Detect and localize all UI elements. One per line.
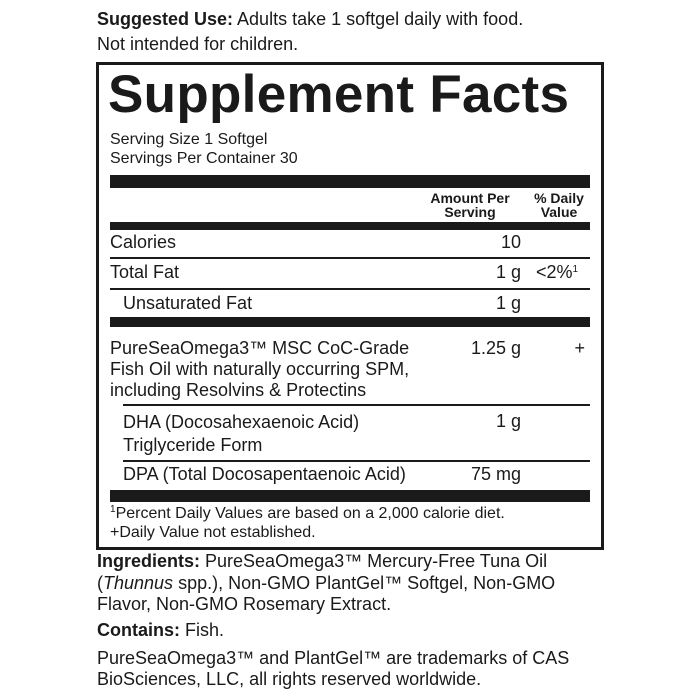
row-unsaturated-fat-label: Unsaturated Fat [123, 293, 253, 313]
thick-divider [110, 175, 590, 188]
row-dpa-amount: 75 mg [470, 464, 521, 484]
servings-per-container: Servings Per Container 30 [110, 150, 298, 167]
row-dha-amount: 1 g [495, 411, 521, 431]
suggested-use-label: Suggested Use: [97, 9, 234, 29]
medium-divider [110, 222, 590, 230]
ingredients-line2: (Thunnus spp.), Non-GMO PlantGel™ Softge… [97, 573, 556, 593]
trademark-line1: PureSeaOmega3™ and PlantGel™ are tradema… [97, 648, 570, 668]
trademark-line2: BioSciences, LLC, all rights reserved wo… [97, 669, 482, 689]
suggested-use: Suggested Use: Adults take 1 softgel dai… [97, 9, 523, 29]
suggested-use-text: Adults take 1 softgel daily with food. [233, 9, 524, 29]
row-total-fat-dv: <2%1 [536, 262, 579, 282]
divider [123, 460, 590, 462]
suggested-use-line2: Not intended for children. [97, 34, 299, 54]
divider [123, 404, 590, 406]
row-dha-label: DHA (Docosahexaenoic Acid) Triglyceride F… [123, 412, 360, 455]
contains: Contains: Fish. [97, 620, 225, 640]
row-dpa-label: DPA (Total Docosapentaenoic Acid) [123, 464, 406, 484]
row-calories-amount: 10 [500, 232, 521, 252]
ingredients-line1: Ingredients: PureSeaOmega3™ Mercury-Free… [97, 551, 548, 571]
row-total-fat-amount: 1 g [495, 262, 521, 282]
divider [110, 288, 590, 290]
row-total-fat-label: Total Fat [110, 262, 180, 282]
col-dv-header: % Daily Value [534, 190, 584, 220]
row-fish-oil-amount: 1.25 g [470, 338, 521, 358]
row-calories-label: Calories [110, 232, 177, 252]
thick-divider [110, 490, 590, 502]
thick-divider [110, 317, 590, 327]
serving-size: Serving Size 1 Softgel [110, 131, 268, 148]
col-amount-header: Amount Per Serving [430, 190, 510, 220]
ingredients-line3: Flavor, Non-GMO Rosemary Extract. [97, 594, 392, 614]
row-unsaturated-fat-amount: 1 g [495, 293, 521, 313]
panel-title: Supplement Facts [108, 65, 570, 124]
footnote-plus: +Daily Value not established. [110, 524, 316, 541]
divider [110, 257, 590, 259]
footnote-dv: 1Percent Daily Values are based on a 2,0… [110, 504, 505, 523]
row-fish-oil-label: PureSeaOmega3™ MSC CoC-Grade Fish Oil wit… [110, 338, 410, 400]
row-fish-oil-dv: + [574, 338, 585, 358]
supplement-facts-panel [96, 62, 604, 550]
